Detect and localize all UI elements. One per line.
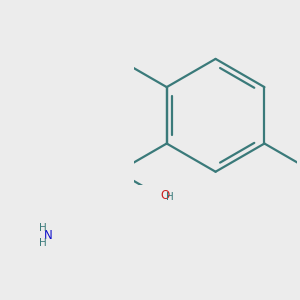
Text: H: H (40, 223, 47, 233)
Text: H: H (166, 193, 173, 202)
Text: H: H (40, 238, 47, 248)
Text: N: N (44, 229, 52, 242)
Text: O: O (160, 189, 170, 202)
